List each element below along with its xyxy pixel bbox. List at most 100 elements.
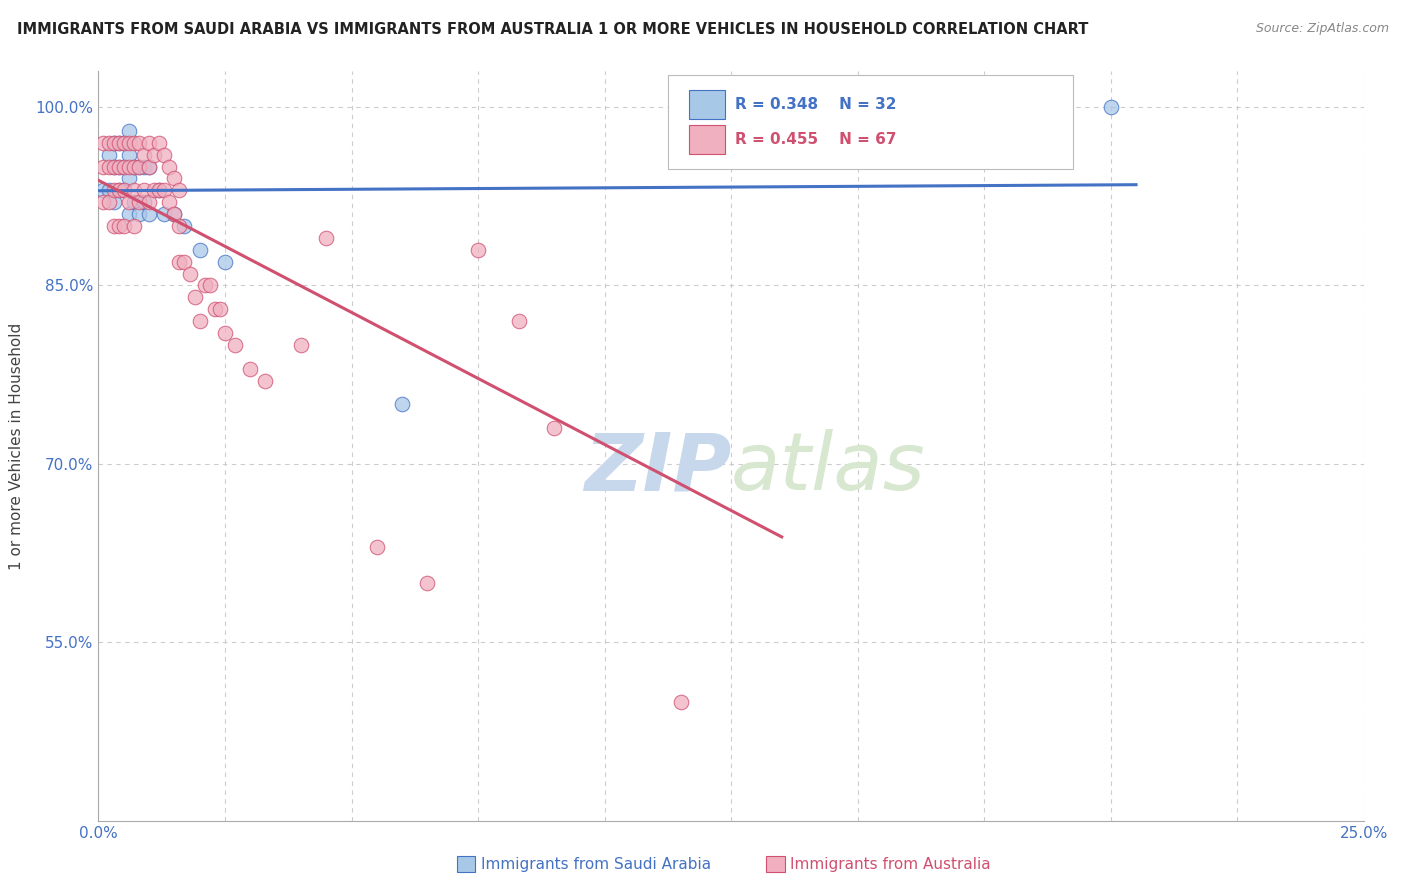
Point — [138, 136, 160, 150]
Point — [169, 219, 191, 233]
Point — [103, 183, 125, 197]
Point — [366, 540, 388, 554]
Point — [208, 302, 231, 317]
Point — [745, 136, 768, 150]
Text: R = 0.348    N = 32: R = 0.348 N = 32 — [735, 97, 897, 112]
Point — [97, 147, 120, 161]
Point — [163, 171, 186, 186]
Point — [138, 195, 160, 210]
Point — [128, 207, 150, 221]
Point — [103, 136, 125, 150]
Point — [173, 254, 195, 268]
Point — [107, 183, 129, 197]
Point — [1099, 100, 1122, 114]
Point — [107, 183, 129, 197]
Point — [416, 575, 439, 590]
Point — [153, 183, 176, 197]
Point — [467, 243, 489, 257]
Bar — [689, 125, 725, 153]
Point — [132, 195, 155, 210]
Point — [138, 160, 160, 174]
Point — [148, 136, 170, 150]
Point — [157, 195, 180, 210]
Point — [122, 195, 145, 210]
Point — [112, 136, 135, 150]
Point — [224, 338, 246, 352]
Point — [669, 695, 692, 709]
Point — [107, 136, 129, 150]
Text: Immigrants from Australia: Immigrants from Australia — [790, 857, 991, 871]
Point — [315, 231, 337, 245]
Point — [112, 219, 135, 233]
Point — [122, 136, 145, 150]
Point — [103, 136, 125, 150]
Point — [214, 326, 236, 340]
Point — [290, 338, 312, 352]
Point — [188, 314, 211, 328]
Point — [143, 183, 166, 197]
Point — [112, 183, 135, 197]
Point — [391, 397, 413, 411]
Point — [132, 147, 155, 161]
Point — [112, 160, 135, 174]
Point — [97, 136, 120, 150]
Point — [153, 207, 176, 221]
Text: IMMIGRANTS FROM SAUDI ARABIA VS IMMIGRANTS FROM AUSTRALIA 1 OR MORE VEHICLES IN : IMMIGRANTS FROM SAUDI ARABIA VS IMMIGRAN… — [17, 22, 1088, 37]
Point — [132, 183, 155, 197]
Text: ZIP: ZIP — [583, 429, 731, 508]
Point — [118, 147, 141, 161]
Point — [93, 195, 115, 210]
Point — [112, 183, 135, 197]
Point — [169, 254, 191, 268]
Point — [163, 207, 186, 221]
Point — [543, 421, 565, 435]
Point — [163, 207, 186, 221]
Point — [153, 147, 176, 161]
Point — [118, 136, 141, 150]
Point — [173, 219, 195, 233]
Point — [97, 160, 120, 174]
Point — [138, 207, 160, 221]
Point — [118, 171, 141, 186]
Point — [103, 195, 125, 210]
Point — [188, 243, 211, 257]
Point — [194, 278, 217, 293]
Text: Immigrants from Saudi Arabia: Immigrants from Saudi Arabia — [481, 857, 711, 871]
Bar — [689, 90, 725, 119]
Point — [132, 160, 155, 174]
Point — [103, 219, 125, 233]
Point — [122, 160, 145, 174]
Point — [179, 267, 201, 281]
Text: R = 0.455    N = 67: R = 0.455 N = 67 — [735, 132, 897, 147]
Point — [93, 160, 115, 174]
Point — [198, 278, 221, 293]
Text: Source: ZipAtlas.com: Source: ZipAtlas.com — [1256, 22, 1389, 36]
Point — [97, 183, 120, 197]
Point — [254, 374, 277, 388]
Point — [118, 195, 141, 210]
Point — [143, 147, 166, 161]
Point — [103, 160, 125, 174]
Point — [128, 160, 150, 174]
Point — [93, 136, 115, 150]
Point — [148, 183, 170, 197]
Point — [148, 183, 170, 197]
Point — [107, 160, 129, 174]
Point — [157, 160, 180, 174]
Point — [118, 124, 141, 138]
Y-axis label: 1 or more Vehicles in Household: 1 or more Vehicles in Household — [10, 322, 24, 570]
Point — [128, 195, 150, 210]
Point — [118, 207, 141, 221]
Point — [103, 160, 125, 174]
Point — [122, 219, 145, 233]
Point — [107, 160, 129, 174]
Point — [122, 183, 145, 197]
Point — [508, 314, 530, 328]
Point — [112, 160, 135, 174]
Point — [169, 183, 191, 197]
Point — [122, 160, 145, 174]
Point — [138, 160, 160, 174]
Point — [183, 290, 205, 304]
FancyBboxPatch shape — [668, 75, 1073, 169]
Point — [128, 160, 150, 174]
